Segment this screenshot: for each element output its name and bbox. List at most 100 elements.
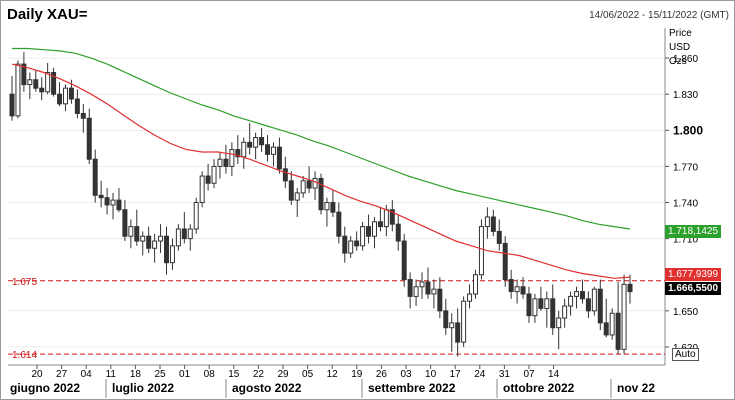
candle-body [9,93,15,117]
x-tick-label: 17 [450,369,462,380]
y-tick-label: 1.740 [673,199,698,210]
candle-body [526,293,532,317]
candle-body [247,141,253,148]
candle-body [562,305,568,319]
candle-body [621,283,627,350]
candle-body [140,235,146,242]
candle-body [342,235,348,254]
candle-body [187,228,193,240]
month-label: nov 22 [617,381,655,395]
ma-red-label: 1.677,9399 [665,268,722,281]
y-tick-label: 1.830 [673,90,698,101]
candle-body [229,149,235,167]
candle-body [92,158,98,196]
candle-body [169,245,175,264]
month-label: ottobre 2022 [503,381,575,395]
candle-body [437,288,443,312]
candle-body [383,209,389,228]
candle-body [449,322,455,329]
candle-body [288,180,294,201]
x-tick-label: 11 [106,369,117,380]
x-tick-label: 24 [474,369,486,380]
candle-body [265,144,271,155]
x-tick-label: 15 [228,369,240,380]
x-tick-label: 12 [327,369,339,380]
month-label: agosto 2022 [232,381,302,395]
candle-body [502,242,508,281]
candle-body [128,226,134,237]
month-label: settembre 2022 [368,381,456,395]
candle-body [496,230,502,244]
ma-red-line [11,63,631,279]
x-tick-label: 26 [376,369,388,380]
x-tick-label: 10 [425,369,437,380]
candle-body [401,240,407,281]
candle-body [15,63,21,117]
candle-body [134,226,140,242]
candle-body [51,72,57,95]
candle-body [579,291,585,300]
candle-body [241,141,247,158]
candle-body [520,286,526,295]
candle-body [550,298,556,329]
candle-body [45,72,51,93]
candle-body [193,202,199,230]
candle-body [80,112,86,119]
candle-body [306,180,312,189]
candle-body [312,177,318,189]
candle-body [116,199,122,211]
candle-body [615,312,621,350]
y-tick-label: 1.800 [673,123,703,137]
candle-body [455,322,461,343]
x-tick-label: 20 [31,369,43,380]
candle-body [574,291,580,297]
x-tick-label: 19 [351,369,363,380]
month-label: luglio 2022 [112,381,174,395]
candle-body [33,79,39,89]
candle-body [164,235,169,264]
candle-body [318,177,324,211]
candle-body [282,168,288,182]
candle-body [205,175,211,184]
axis-meta-currency: USD [669,42,691,53]
candle-body [354,240,360,247]
x-tick-label: 01 [179,369,191,380]
candle-body [235,149,241,158]
candle-body [467,293,473,302]
y-tick-label: 1.860 [673,54,698,65]
candle-body [348,240,354,254]
x-tick-label: 29 [277,369,289,380]
candle-body [591,288,597,312]
candle-body [377,221,383,228]
last-price-label: 1.666,5500 [665,282,722,295]
level-label: 1.614 [12,350,37,361]
candle-body [21,63,27,86]
x-tick-label: 25 [154,369,166,380]
x-tick-label: 18 [130,369,142,380]
candle-body [276,146,282,170]
date-range: 14/06/2022 - 15/11/2022 (GMT) [589,10,729,21]
y-tick-label: 1.650 [673,307,698,318]
candle-body [294,192,300,201]
candle-body [514,286,520,293]
candle-body [74,98,80,114]
candle-body [425,281,431,295]
candle-body [259,137,265,146]
candle-body [158,235,164,242]
candle-body [98,194,104,199]
auto-scale-button[interactable]: Auto [672,348,699,361]
candle-body [181,228,187,240]
candle-body [371,221,377,237]
candle-body [211,165,217,184]
candle-body [253,137,259,148]
candle-body [478,226,484,276]
candle-body [544,298,550,309]
candle-body [389,209,395,225]
candle-body [508,279,514,293]
candle-body [223,158,229,167]
level-label: 1.675 [12,277,37,288]
candle-body [568,295,574,307]
candle-body [122,209,128,237]
candle-body [585,298,591,312]
candle-body [360,226,366,247]
